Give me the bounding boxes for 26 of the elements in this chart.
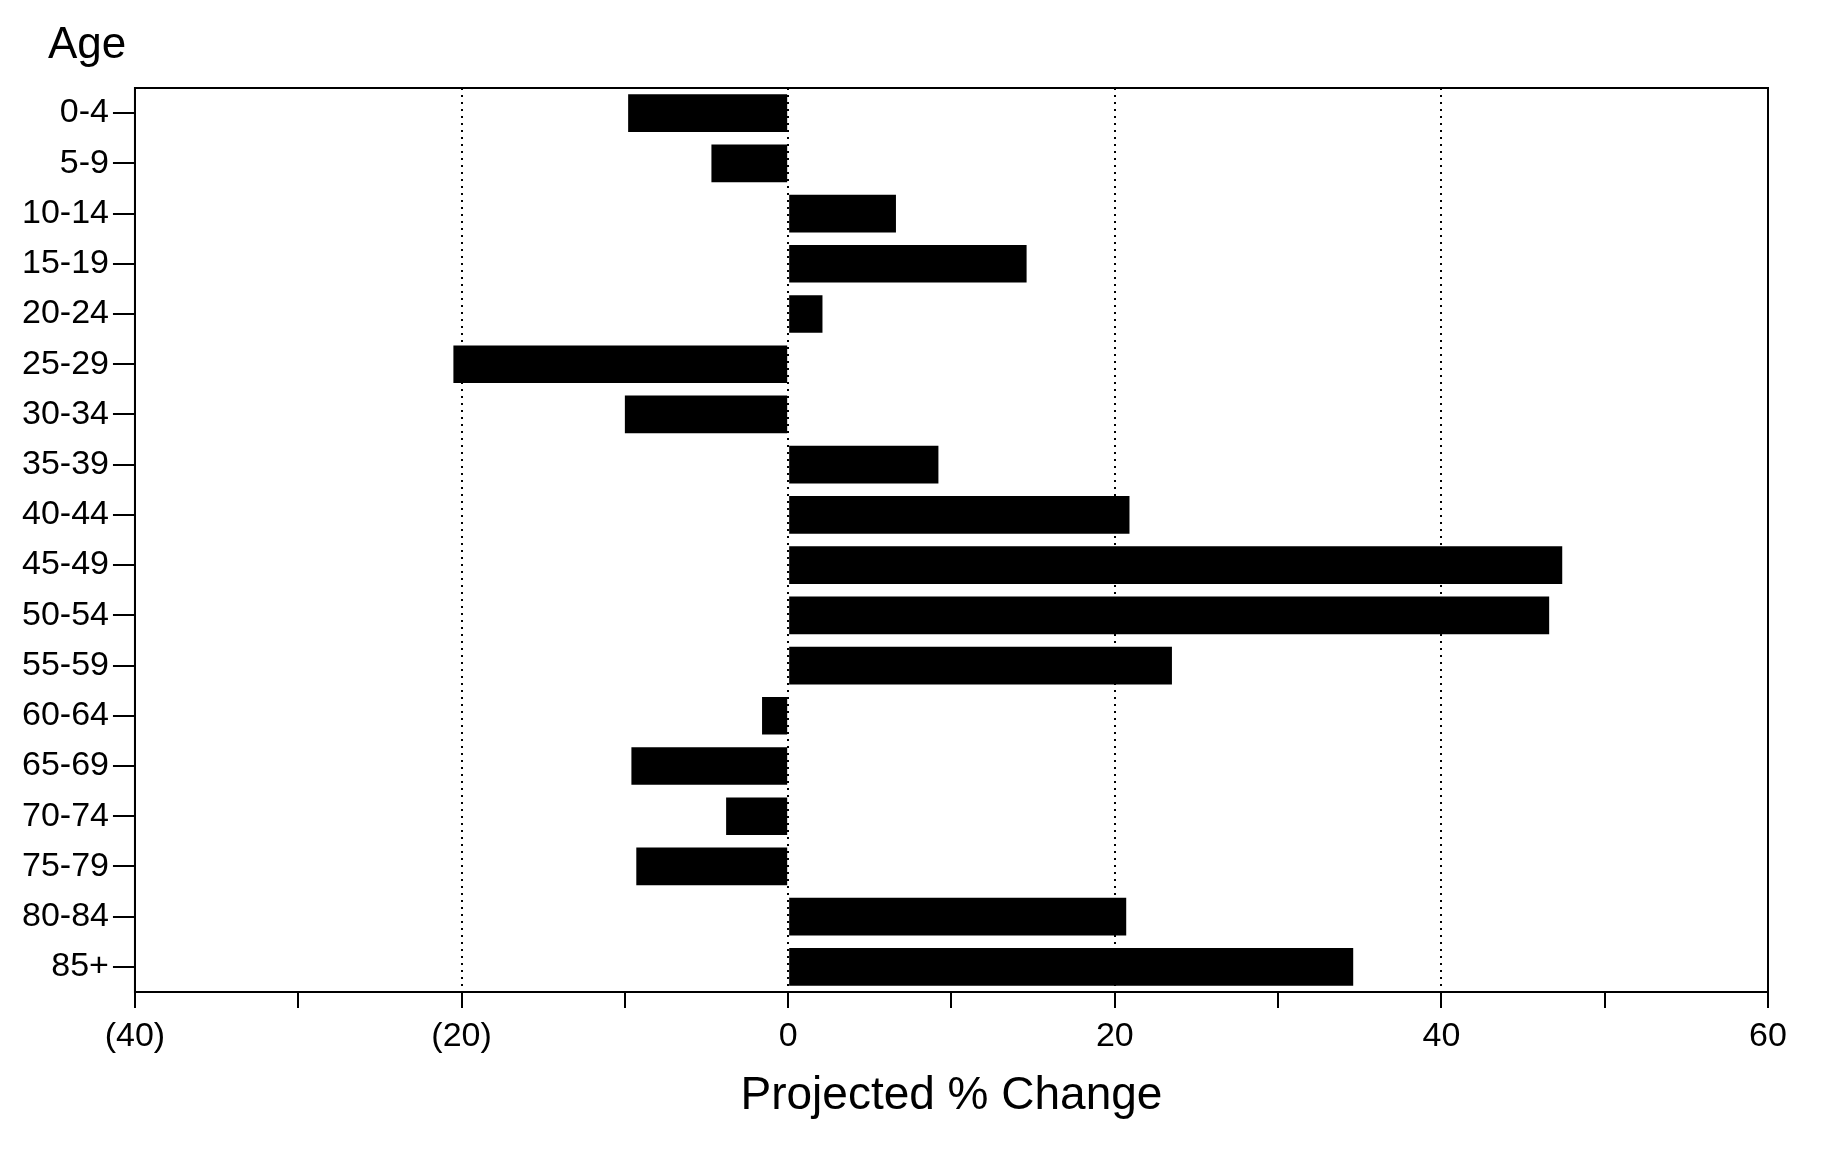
x-tick-label: 60 (1749, 1014, 1787, 1053)
y-tick-label: 25-29 (21, 342, 109, 381)
y-tick-label: 50-54 (21, 593, 109, 632)
y-tick-label: 75-79 (21, 844, 109, 883)
x-axis-title: Projected % Change (740, 1067, 1163, 1120)
y-tick-label: 0-4 (59, 91, 109, 130)
y-tick-label: 80-84 (21, 895, 109, 934)
y-tick-label: 20-24 (21, 292, 109, 331)
y-axis-title: Age (48, 18, 127, 68)
y-tick-label: 40-44 (21, 493, 109, 532)
y-tick-label: 55-59 (21, 643, 109, 682)
y-tick-label: 85+ (51, 945, 109, 984)
x-tick-label: 0 (778, 1014, 798, 1053)
y-tick-label: 70-74 (21, 794, 109, 833)
y-tick-label: 65-69 (21, 744, 109, 783)
y-tick-label: 30-34 (21, 392, 109, 431)
y-tick-label: 45-49 (21, 543, 109, 582)
x-tick-label: 40 (1422, 1014, 1461, 1053)
x-tick-label: (40) (104, 1014, 166, 1053)
x-tick-label: (20) (431, 1014, 492, 1053)
y-tick-label: 60-64 (21, 694, 109, 733)
y-tick-label: 15-19 (21, 242, 109, 281)
y-tick-label: 35-39 (21, 443, 109, 482)
x-tick-label: 20 (1095, 1014, 1134, 1053)
y-tick-label: 10-14 (21, 191, 109, 230)
y-tick-label: 5-9 (59, 141, 109, 180)
